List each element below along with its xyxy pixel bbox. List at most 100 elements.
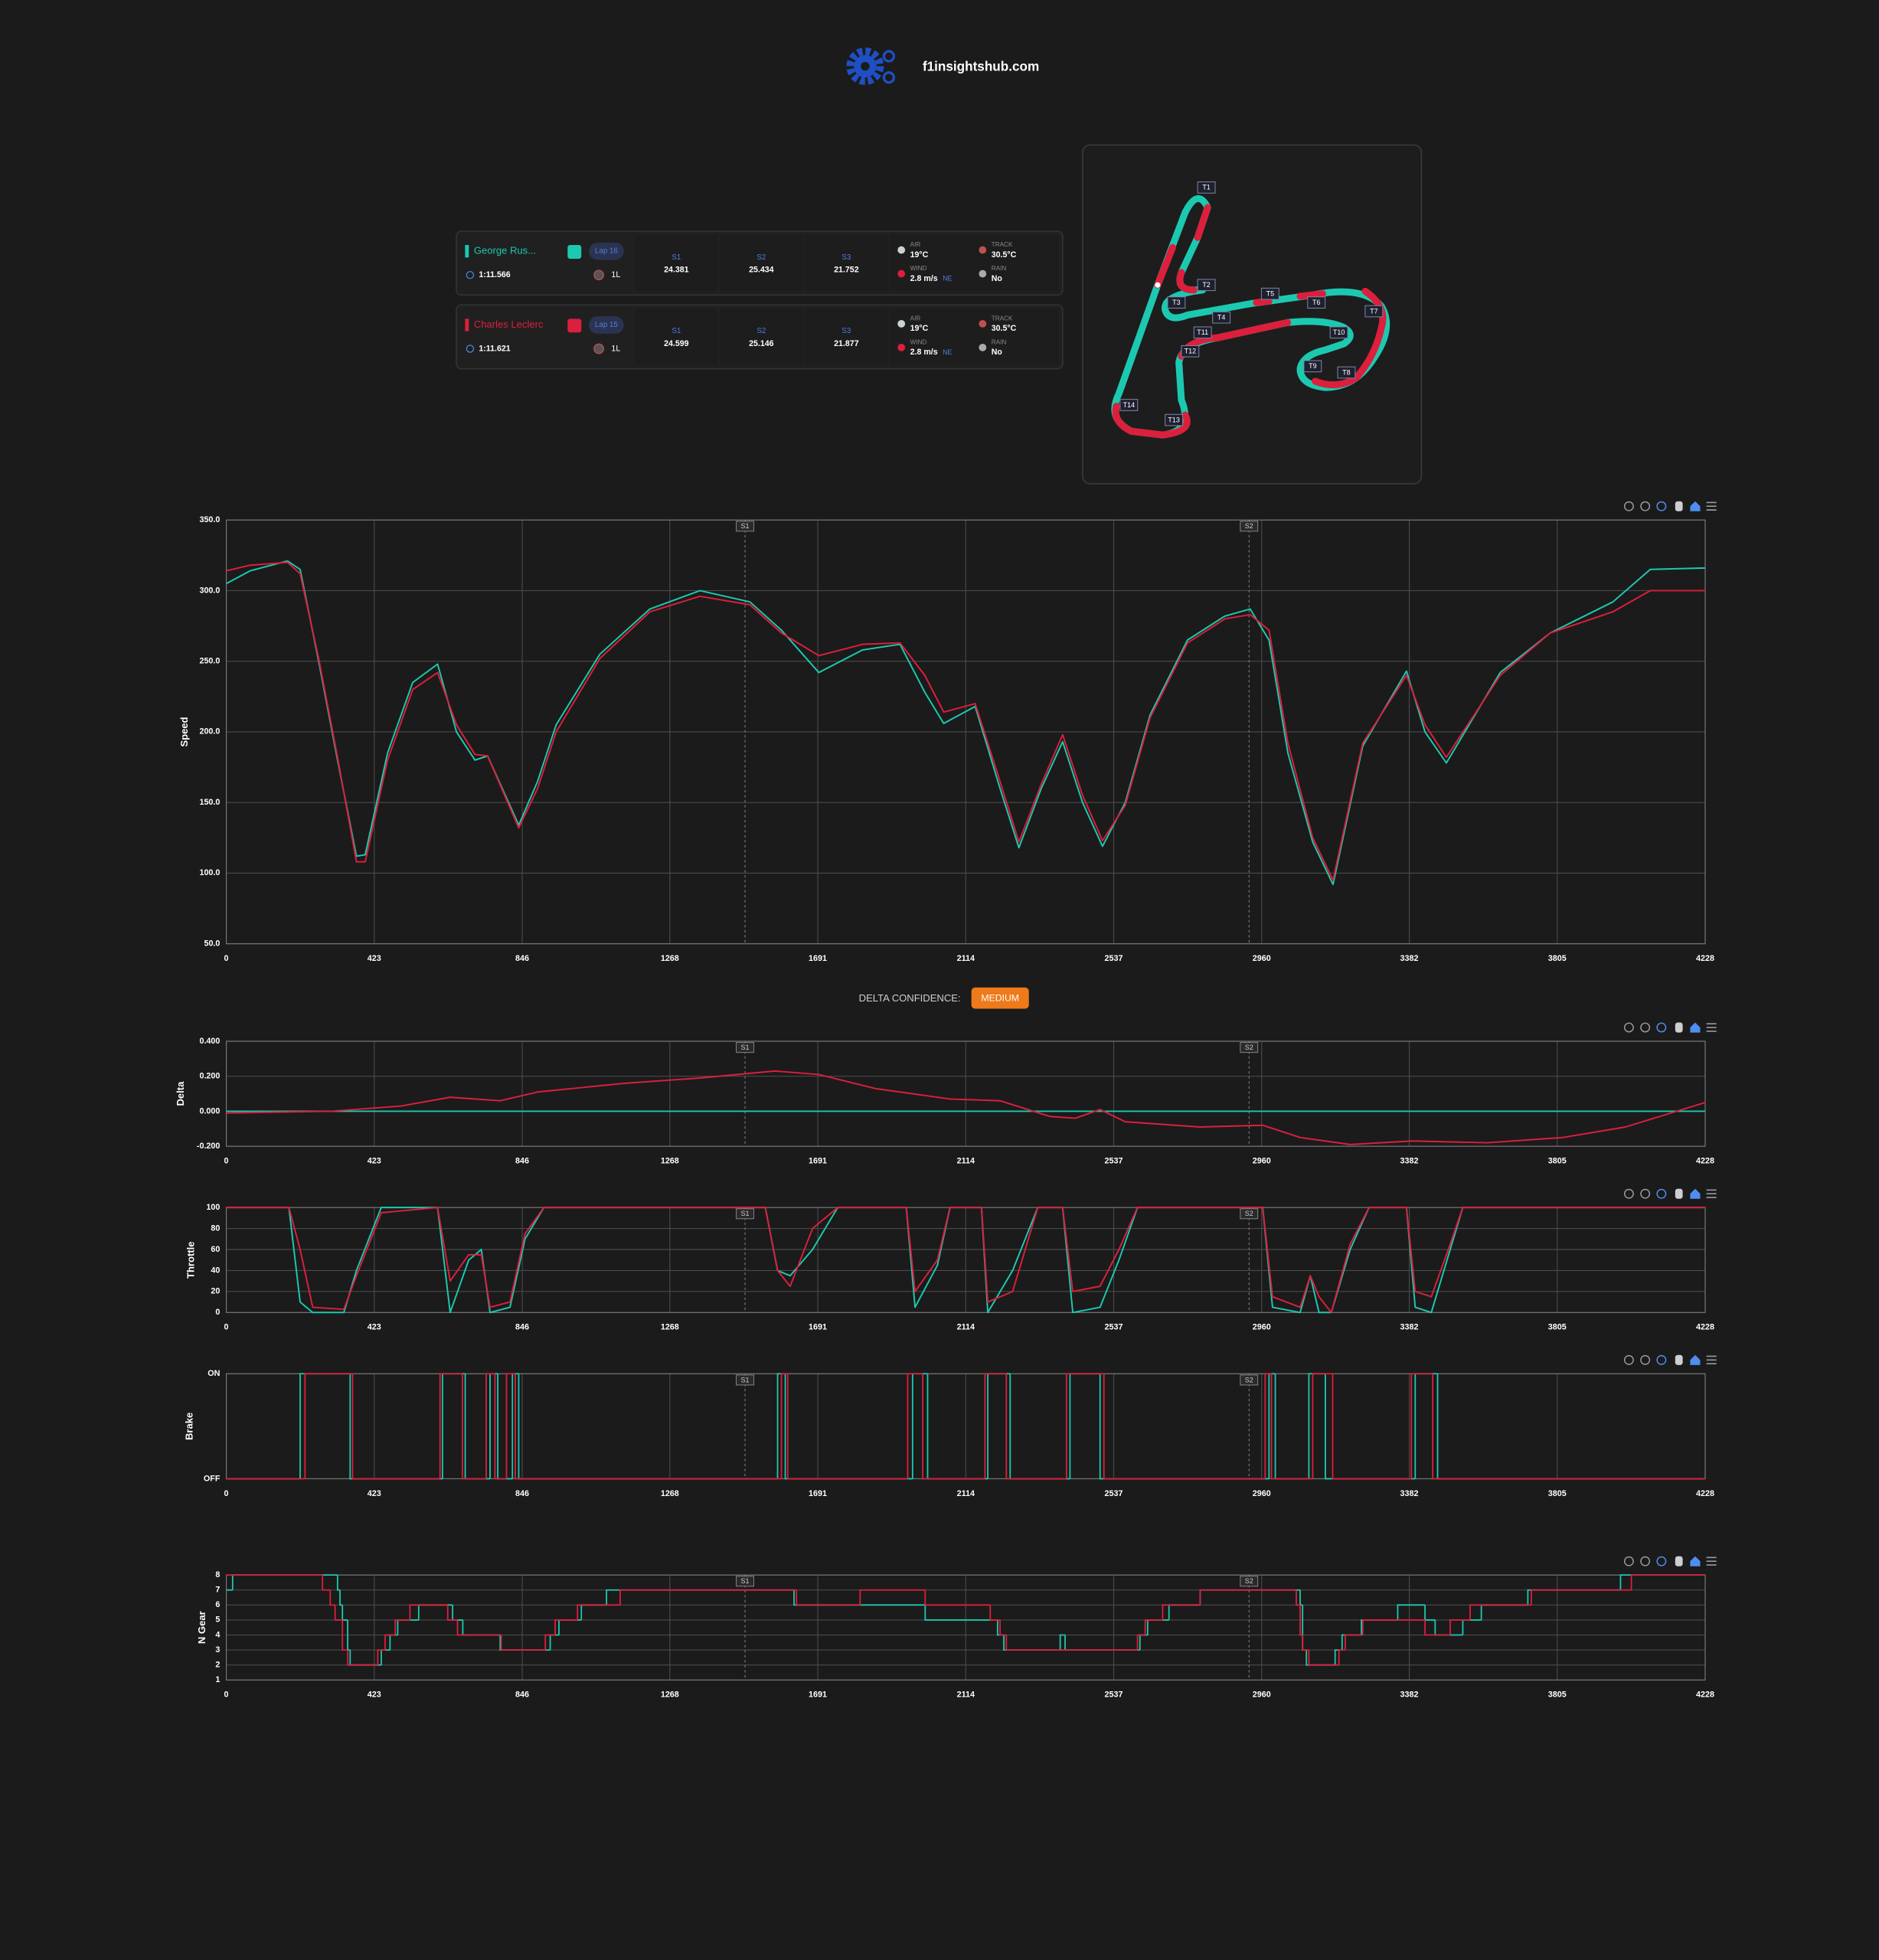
sector-tag-label: S1: [741, 1376, 750, 1383]
toolbar-button[interactable]: [1690, 501, 1701, 511]
corner-label: T13: [1168, 416, 1179, 423]
toolbar-button[interactable]: [1675, 1022, 1683, 1033]
corner-box: [1181, 345, 1200, 358]
toolbar-button[interactable]: [1656, 1022, 1667, 1033]
x-tick-label: 4228: [1696, 1690, 1714, 1700]
toolbar-button[interactable]: [1675, 1556, 1683, 1566]
sector-tag: [1240, 1208, 1259, 1220]
sector-tag-label: S2: [1245, 1044, 1253, 1051]
step-segment: [1065, 1373, 1104, 1479]
toolbar-button[interactable]: [1690, 1354, 1701, 1365]
toolbar-button[interactable]: [1706, 1189, 1717, 1198]
lap-number: Lap 15: [595, 321, 618, 329]
y-axis-label: Delta: [175, 1081, 186, 1106]
clock-icon: [466, 345, 475, 353]
y-tick-label: 0.200: [199, 1072, 220, 1081]
toolbar-button[interactable]: [1690, 1022, 1701, 1033]
step-segment: [1299, 1605, 1303, 1636]
toolbar-button[interactable]: [1656, 1556, 1667, 1566]
toolbar-button[interactable]: [1640, 1354, 1651, 1365]
y-tick-label: 8: [215, 1570, 220, 1579]
x-tick-label: 423: [368, 954, 381, 963]
toolbar-button[interactable]: [1623, 1022, 1634, 1033]
step-segment: [485, 1373, 495, 1479]
step-segment: [984, 1373, 1007, 1479]
step-segment: [439, 1373, 462, 1479]
step-segment: [1312, 1373, 1333, 1479]
weather-box: [890, 234, 1059, 292]
toolbar-button[interactable]: [1623, 1556, 1634, 1566]
x-tick-label: 2960: [1253, 1690, 1271, 1700]
x-tick-label: 423: [368, 1323, 381, 1332]
driver-color-swatch: [567, 245, 582, 259]
y-tick-label: 250.0: [199, 657, 220, 666]
x-tick-label: 2960: [1253, 954, 1271, 963]
weather-label: WIND: [910, 339, 927, 346]
site-name[interactable]: f1insightshub.com: [923, 59, 1039, 74]
step-segment: [786, 1374, 908, 1480]
x-tick-label: 3382: [1400, 1489, 1419, 1498]
y-tick-label: 350.0: [199, 515, 220, 524]
chart: -0.200 0.000 0.200 0.400 0 423 846 1268 1691 2114…: [175, 1022, 1717, 1166]
sector-tag: [1240, 521, 1259, 532]
x-tick-label: 423: [368, 1157, 381, 1166]
x-tick-label: 1691: [809, 1323, 827, 1332]
x-tick-label: 846: [515, 1489, 529, 1498]
sector-box: [635, 309, 718, 365]
toolbar-button[interactable]: [1706, 1355, 1717, 1365]
toolbar-button[interactable]: [1640, 1556, 1651, 1566]
toolbar-button[interactable]: [1675, 501, 1683, 511]
y-tick-label: 0.400: [199, 1037, 220, 1046]
track-segment: [1296, 290, 1326, 300]
sector-tag-label: S2: [1245, 1577, 1253, 1585]
toolbar-button[interactable]: [1640, 501, 1651, 511]
toolbar-button[interactable]: [1690, 1188, 1701, 1199]
sector-box: [635, 234, 718, 292]
step-segment: [1345, 1634, 1363, 1651]
toolbar-button[interactable]: [1656, 1354, 1667, 1365]
delta-confidence-badge: [971, 987, 1029, 1009]
corner-box: [1260, 287, 1279, 300]
step-segment: [1361, 1619, 1426, 1635]
logo-gear-hole: [861, 61, 870, 71]
tyre-icon: [593, 343, 604, 354]
corner-label: T3: [1172, 299, 1180, 306]
x-tick-label: 846: [515, 1157, 529, 1166]
step-segment: [989, 1605, 1001, 1621]
sector-time: 21.752: [834, 265, 859, 274]
sector-tag: [1240, 1576, 1259, 1587]
toolbar-button[interactable]: [1640, 1022, 1651, 1033]
toolbar-button[interactable]: [1706, 501, 1717, 511]
x-tick-label: 4228: [1696, 1323, 1714, 1332]
y-tick-label: OFF: [204, 1474, 221, 1483]
step-segment: [859, 1589, 926, 1606]
toolbar-button[interactable]: [1706, 1557, 1717, 1566]
x-tick-label: 3382: [1400, 1157, 1419, 1166]
corner-box: [1337, 366, 1356, 379]
step-segment: [554, 1619, 578, 1635]
toolbar-button[interactable]: [1690, 1556, 1701, 1566]
plot-frame: [225, 1040, 1706, 1147]
step-segment: [1308, 1650, 1339, 1666]
y-tick-label: 1: [215, 1675, 220, 1684]
toolbar-button[interactable]: [1675, 1188, 1683, 1199]
step-segment: [924, 1605, 998, 1621]
step-segment: [339, 1589, 343, 1606]
toolbar-button[interactable]: [1623, 1354, 1634, 1365]
toolbar-button[interactable]: [1656, 501, 1667, 511]
x-tick-label: 2114: [957, 1323, 975, 1332]
toolbar-button[interactable]: [1656, 1188, 1667, 1199]
toolbar-button[interactable]: [1623, 1188, 1634, 1199]
step-segment: [1296, 1589, 1301, 1606]
sector-box: [720, 234, 803, 292]
toolbar-button[interactable]: [1675, 1354, 1683, 1365]
x-tick-label: 0: [224, 1690, 229, 1700]
y-axis-label: Speed: [178, 717, 190, 746]
x-tick-label: 1268: [661, 1489, 679, 1498]
toolbar-button[interactable]: [1640, 1188, 1651, 1199]
sector-time: 24.381: [664, 265, 689, 274]
toolbar-button[interactable]: [1623, 501, 1634, 511]
toolbar-button[interactable]: [1706, 1023, 1717, 1032]
sector-tag-label: S1: [741, 522, 750, 530]
weather-value: 30.5°C: [992, 324, 1017, 333]
